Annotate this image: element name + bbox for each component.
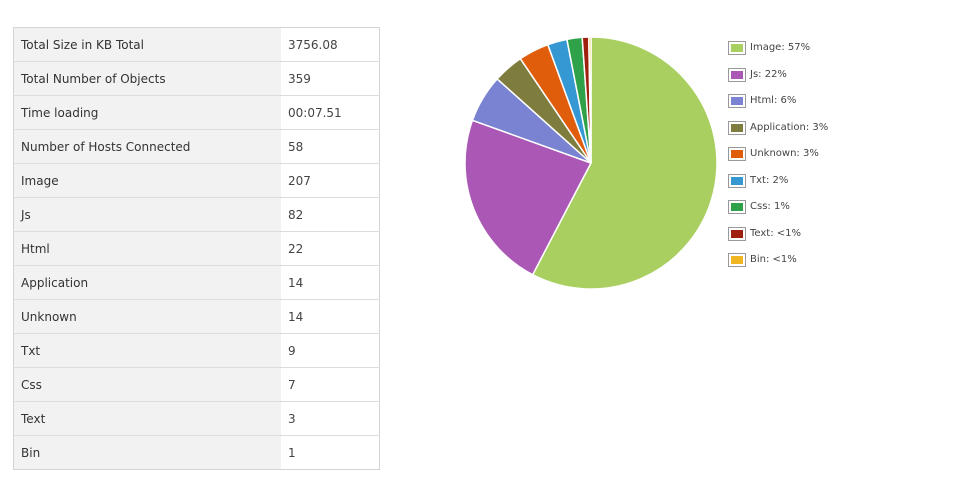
legend-label: Bin: <1% <box>750 254 797 265</box>
table-row: Html 22 <box>13 231 380 266</box>
row-label: Total Number of Objects <box>13 61 281 96</box>
row-label: Time loading <box>13 95 281 130</box>
legend-label: Html: 6% <box>750 95 797 106</box>
row-label: Image <box>13 163 281 198</box>
row-label: Number of Hosts Connected <box>13 129 281 164</box>
pie-slice-bin[interactable] <box>588 36 592 164</box>
legend-item-image[interactable]: Image: 57% <box>728 41 828 68</box>
table-row: Txt 9 <box>13 333 380 368</box>
row-value: 82 <box>281 197 380 232</box>
legend-swatch-fill <box>731 203 743 211</box>
stats-table: Total Size in KB Total 3756.08 Total Numbe… <box>13 27 380 470</box>
legend-item-js[interactable]: Js: 22% <box>728 67 828 95</box>
row-value: 3756.08 <box>281 27 380 62</box>
legend-swatch-fill <box>731 229 743 238</box>
legend-swatch <box>728 120 746 135</box>
row-label: Unknown <box>13 299 281 334</box>
legend-item-css[interactable]: Css: 1% <box>728 200 828 227</box>
legend-swatch <box>728 173 746 188</box>
content-type-pie-chart <box>464 36 718 290</box>
legend-item-bin[interactable]: Bin: <1% <box>728 253 828 280</box>
legend-item-unknown[interactable]: Unknown: 3% <box>728 147 828 174</box>
legend-swatch-fill <box>731 256 743 264</box>
table-row: Image 207 <box>13 163 380 198</box>
row-value: 14 <box>281 265 380 300</box>
pie-slice-js[interactable] <box>464 119 593 276</box>
row-label: Application <box>13 265 281 300</box>
legend-swatch-fill <box>731 150 743 158</box>
legend-label: Unknown: 3% <box>750 148 819 159</box>
row-label: Total Size in KB Total <box>13 27 281 62</box>
row-label: Html <box>13 231 281 266</box>
row-value: 00:07.51 <box>281 95 380 130</box>
row-value: 58 <box>281 129 380 164</box>
row-label: Bin <box>13 435 281 470</box>
row-value: 207 <box>281 163 380 198</box>
table-row: Bin 1 <box>13 435 380 470</box>
legend-swatch <box>728 147 746 161</box>
table-row: Js 82 <box>13 197 380 232</box>
row-value: 3 <box>281 401 380 436</box>
legend-item-text[interactable]: Text: <1% <box>728 226 828 254</box>
legend-label: Text: <1% <box>750 227 802 239</box>
legend-swatch-fill <box>731 123 743 132</box>
row-value: 1 <box>281 435 380 470</box>
legend-label: Application: 3% <box>750 121 829 133</box>
legend-swatch-fill <box>731 176 743 185</box>
legend-item-application[interactable]: Application: 3% <box>728 120 829 148</box>
table-row: Application 14 <box>13 265 380 300</box>
legend-item-html[interactable]: Html: 6% <box>728 94 828 121</box>
row-value: 14 <box>281 299 380 334</box>
legend-swatch-fill <box>731 44 743 52</box>
stats-table-body: Total Size in KB Total 3756.08 Total Numbe… <box>13 27 380 470</box>
row-value: 22 <box>281 231 380 266</box>
legend-swatch <box>728 94 746 108</box>
legend-item-txt[interactable]: Txt: 2% <box>728 173 828 201</box>
row-value: 7 <box>281 367 380 402</box>
row-label: Css <box>13 367 281 402</box>
table-row: Unknown 14 <box>13 299 380 334</box>
legend-swatch <box>728 67 746 82</box>
pie-slice-image[interactable] <box>531 36 718 290</box>
legend-swatch <box>728 253 746 267</box>
legend-label: Js: 22% <box>750 68 787 80</box>
row-label: Js <box>13 197 281 232</box>
row-label: Txt <box>13 333 281 368</box>
table-row: Time loading 00:07.51 <box>13 95 380 130</box>
legend-swatch-fill <box>731 70 743 79</box>
legend-label: Image: 57% <box>750 42 811 53</box>
pie-legend: Image: 57% Js: 22% Html: 6% Application: 3%… <box>728 41 828 280</box>
row-label: Text <box>13 401 281 436</box>
row-value: 9 <box>281 333 380 368</box>
table-row: Total Number of Objects 359 <box>13 61 380 96</box>
table-row: Text 3 <box>13 401 380 436</box>
legend-swatch <box>728 41 746 55</box>
table-row: Css 7 <box>13 367 380 402</box>
legend-swatch <box>728 200 746 214</box>
table-row: Total Size in KB Total 3756.08 <box>13 27 380 62</box>
legend-label: Txt: 2% <box>750 174 789 186</box>
legend-swatch <box>728 226 746 241</box>
row-value: 359 <box>281 61 380 96</box>
legend-label: Css: 1% <box>750 201 790 212</box>
table-row: Number of Hosts Connected 58 <box>13 129 380 164</box>
legend-swatch-fill <box>731 97 743 105</box>
